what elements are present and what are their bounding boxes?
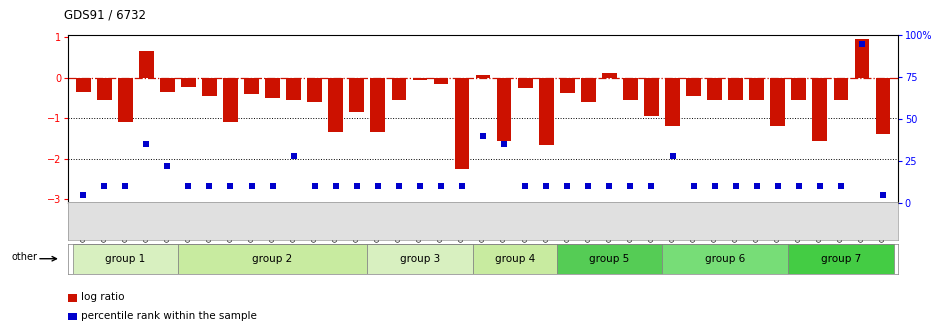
Point [391, 184, 407, 189]
Point [350, 184, 365, 189]
Text: group 1: group 1 [105, 254, 145, 264]
Bar [370, 78, 385, 132]
Bar [770, 78, 785, 126]
Text: log ratio: log ratio [81, 292, 124, 302]
Point [497, 142, 512, 147]
Point [854, 41, 869, 46]
Bar [833, 78, 848, 100]
Point [601, 184, 617, 189]
Point [791, 184, 807, 189]
Bar [76, 78, 90, 92]
Bar [455, 78, 469, 169]
Bar [560, 78, 575, 93]
Bar [497, 78, 511, 140]
Point [265, 184, 280, 189]
Text: group 3: group 3 [400, 254, 440, 264]
Bar [476, 75, 490, 78]
Bar [97, 78, 111, 100]
Point [328, 184, 343, 189]
Point [370, 184, 386, 189]
Point [580, 184, 596, 189]
Bar [557, 244, 662, 274]
Bar [72, 244, 178, 274]
Point [97, 184, 112, 189]
Bar [812, 78, 827, 140]
Bar [791, 78, 807, 100]
Point [180, 184, 196, 189]
Point [223, 184, 238, 189]
Bar [160, 78, 175, 92]
Bar [178, 244, 368, 274]
Bar [623, 78, 637, 100]
Bar [286, 78, 301, 100]
Text: other: other [11, 252, 37, 262]
Text: group 6: group 6 [705, 254, 745, 264]
Point [833, 184, 848, 189]
Bar [644, 78, 659, 116]
Point [76, 192, 91, 198]
Point [728, 184, 743, 189]
Bar [876, 78, 890, 134]
Bar [139, 51, 154, 78]
Text: percentile rank within the sample: percentile rank within the sample [81, 311, 256, 321]
Text: group 2: group 2 [253, 254, 293, 264]
Bar [750, 78, 764, 100]
Bar [329, 78, 343, 132]
Bar [181, 78, 196, 87]
Point [412, 184, 428, 189]
Point [875, 192, 890, 198]
Point [118, 184, 133, 189]
Text: group 4: group 4 [495, 254, 535, 264]
Point [244, 184, 259, 189]
Point [160, 164, 175, 169]
Bar [412, 78, 428, 80]
Point [139, 142, 154, 147]
Bar [602, 73, 617, 78]
Bar [244, 78, 259, 94]
Bar [539, 78, 554, 144]
Bar [350, 78, 364, 112]
Bar [788, 244, 894, 274]
Point [623, 184, 638, 189]
Point [665, 154, 680, 159]
Point [812, 184, 827, 189]
Point [286, 154, 301, 159]
Point [201, 184, 217, 189]
Bar [368, 244, 472, 274]
Bar [265, 78, 280, 98]
Bar [729, 78, 743, 100]
Bar [581, 78, 596, 102]
Bar [307, 78, 322, 102]
Bar [707, 78, 722, 100]
Bar [518, 78, 533, 88]
Text: group 5: group 5 [589, 254, 630, 264]
Point [307, 184, 322, 189]
Point [750, 184, 765, 189]
Bar [472, 244, 557, 274]
Bar [202, 78, 217, 96]
Text: GDS91 / 6732: GDS91 / 6732 [64, 8, 145, 22]
Point [454, 184, 469, 189]
Bar [223, 78, 238, 122]
Point [560, 184, 575, 189]
Bar [686, 78, 701, 96]
Point [707, 184, 722, 189]
Bar [665, 78, 680, 126]
Point [518, 184, 533, 189]
Point [539, 184, 554, 189]
Point [770, 184, 786, 189]
Point [475, 133, 490, 139]
Bar [433, 78, 448, 84]
Point [686, 184, 701, 189]
Bar [391, 78, 407, 100]
Text: group 7: group 7 [821, 254, 861, 264]
Point [644, 184, 659, 189]
Bar [855, 39, 869, 78]
Point [433, 184, 448, 189]
Bar [662, 244, 788, 274]
Bar [118, 78, 133, 122]
